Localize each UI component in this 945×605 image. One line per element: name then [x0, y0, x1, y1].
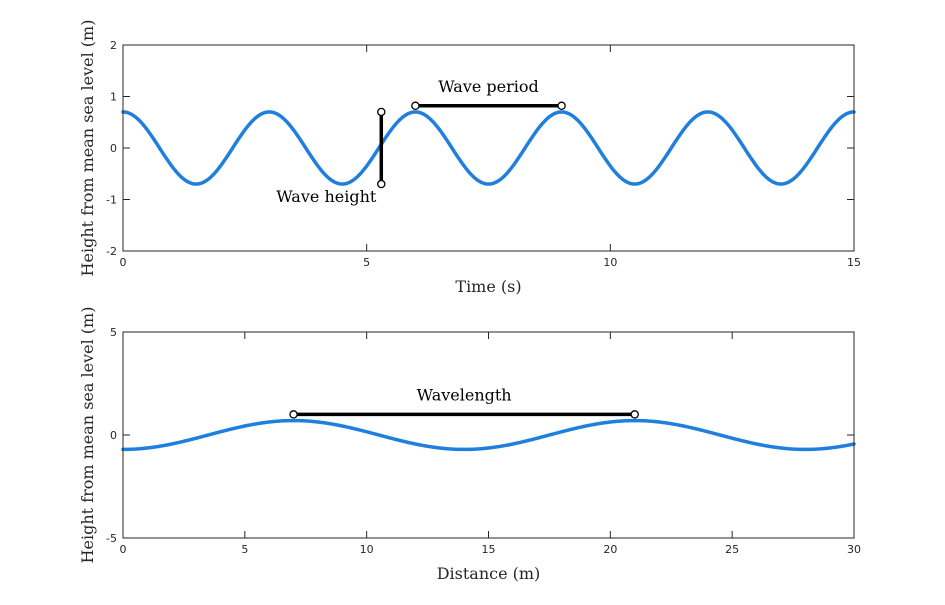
- x-axis-label: Distance (m): [437, 564, 541, 583]
- y-tick-label: 1: [110, 91, 117, 104]
- wave-period-marker-start: [411, 101, 420, 111]
- y-axis-label: Height from mean sea level (m): [78, 307, 97, 564]
- x-tick-label: 5: [241, 543, 248, 556]
- wavelength-marker-start: [289, 410, 298, 419]
- x-tick-label: 0: [120, 543, 127, 556]
- y-tick-label: 0: [110, 142, 117, 155]
- x-tick-label: 20: [603, 543, 617, 556]
- y-tick-label: -5: [106, 532, 117, 545]
- wave-period-annotation: Wave period: [438, 77, 539, 96]
- time-series-chart: 0 5 10 15 -2 -1 0 1 2 Time (s) Height from mean se…: [78, 20, 861, 296]
- wave-series-line: [121, 418, 856, 452]
- wave-period-marker-end: [557, 101, 566, 111]
- plot-area: [123, 332, 854, 538]
- wavelength-annotation: Wavelength: [417, 385, 512, 404]
- x-tick-label: 15: [482, 543, 496, 556]
- y-tick-label: 5: [110, 326, 117, 339]
- wave-height-marker-end: [377, 107, 386, 117]
- y-tick-label: -1: [106, 194, 117, 207]
- y-axis-label: Height from mean sea level (m): [78, 20, 97, 277]
- wave-series-line: [121, 110, 856, 186]
- wavelength-marker-end: [630, 410, 639, 419]
- x-tick-label: 15: [847, 256, 861, 269]
- x-tick-label: 10: [603, 256, 617, 269]
- x-tick-label: 30: [847, 543, 861, 556]
- y-tick-label: 2: [110, 39, 117, 52]
- wave-height-annotation: Wave height: [276, 187, 377, 206]
- x-tick-label: 0: [120, 256, 127, 269]
- x-axis-label: Time (s): [455, 277, 521, 296]
- x-tick-label: 10: [360, 543, 374, 556]
- x-tick-label: 5: [363, 256, 370, 269]
- wave-height-marker-start: [377, 179, 386, 189]
- plot-area: [123, 45, 854, 251]
- x-tick-label: 25: [725, 543, 739, 556]
- y-tick-label: 0: [110, 429, 117, 442]
- y-tick-label: -2: [106, 245, 117, 258]
